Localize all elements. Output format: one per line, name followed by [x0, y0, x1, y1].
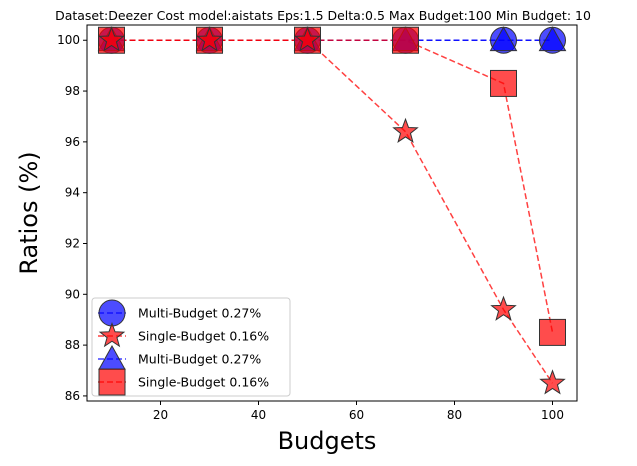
legend-marker-square [98, 368, 126, 396]
plot-frame [86, 24, 578, 402]
y-tick-label: 86 [65, 389, 80, 403]
data-point-star [392, 117, 419, 143]
data-point-star [196, 26, 223, 52]
data-point-star [294, 26, 321, 52]
legend-box [91, 297, 291, 397]
x-tick-label: 100 [541, 408, 564, 422]
legend-label: Single-Budget 0.16% [138, 375, 269, 390]
x-tick-label: 40 [251, 408, 266, 422]
chart-title: Dataset:Deezer Cost model:aistats Eps:1.… [55, 8, 591, 23]
data-point-triangle [538, 26, 567, 52]
data-point-star [539, 369, 566, 395]
y-tick-label: 94 [65, 186, 80, 200]
y-tick-label: 100 [57, 33, 80, 47]
y-tick-label: 88 [65, 338, 80, 352]
legend-label: Multi-Budget 0.27% [138, 306, 261, 321]
data-point-star [98, 26, 125, 52]
x-tick-label: 60 [349, 408, 364, 422]
x-tick-label: 80 [447, 408, 462, 422]
legend-marker-star [98, 322, 126, 348]
data-point-square [539, 318, 566, 346]
data-point-square [392, 26, 419, 54]
series-line-2 [111, 39, 554, 384]
x-tick-label: 20 [153, 408, 168, 422]
y-axis-label: Ratios (%) [15, 151, 43, 274]
y-tick-label: 98 [65, 84, 80, 98]
y-tick-label: 96 [65, 135, 80, 149]
legend-label: Single-Budget 0.16% [138, 329, 269, 344]
y-tick-label: 92 [65, 236, 80, 250]
series-line-4 [111, 39, 554, 333]
data-point-star [490, 295, 517, 321]
data-point-square [490, 69, 517, 97]
x-axis-label: Budgets [278, 427, 377, 455]
y-tick-label: 90 [65, 287, 80, 301]
legend-label: Multi-Budget 0.27% [138, 352, 261, 367]
data-point-triangle [489, 26, 518, 52]
